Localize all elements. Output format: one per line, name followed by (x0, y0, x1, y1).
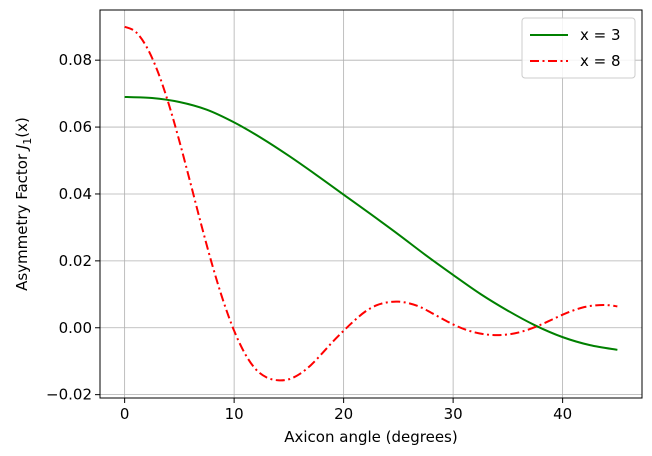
x-tick-label: 0 (120, 405, 130, 423)
plot-frame (99, 9, 643, 399)
x-tick-label: 20 (334, 405, 353, 423)
y-axis-title-math: J (13, 145, 31, 152)
series-line-1 (124, 25, 618, 382)
y-tick-label: 0.02 (59, 252, 92, 270)
axis-ticks: 0 10 20 30 40 −0.02 0.00 0.02 0.04 0.06 0.08 (46, 51, 572, 423)
legend-label-x3: x = 3 (580, 26, 621, 44)
legend-label-x8: x = 8 (580, 52, 621, 70)
legend-box (521, 17, 636, 79)
y-tick-label: 0.04 (59, 185, 92, 203)
x-tick-label: 30 (444, 405, 463, 423)
x-axis-title: Axicon angle (degrees) (284, 428, 457, 446)
y-tick-label: 0.06 (59, 118, 92, 136)
y-tick-label: 0.08 (59, 51, 92, 69)
y-tick-label: −0.02 (46, 386, 92, 404)
y-tick-label: 0.00 (59, 319, 92, 337)
x-tick-label: 10 (225, 405, 244, 423)
y-axis-title-prefix: Asymmetry Factor (13, 149, 31, 291)
y-axis-title: Asymmetry Factor J1(x) (13, 117, 34, 291)
legend: x = 3 x = 8 (521, 17, 636, 79)
series-line-0 (124, 95, 618, 351)
x-tick-label: 40 (553, 405, 572, 423)
plot-series (124, 25, 618, 382)
y-axis-title-suffix: (x) (13, 117, 31, 138)
y-axis-title-subscript: 1 (21, 138, 34, 145)
